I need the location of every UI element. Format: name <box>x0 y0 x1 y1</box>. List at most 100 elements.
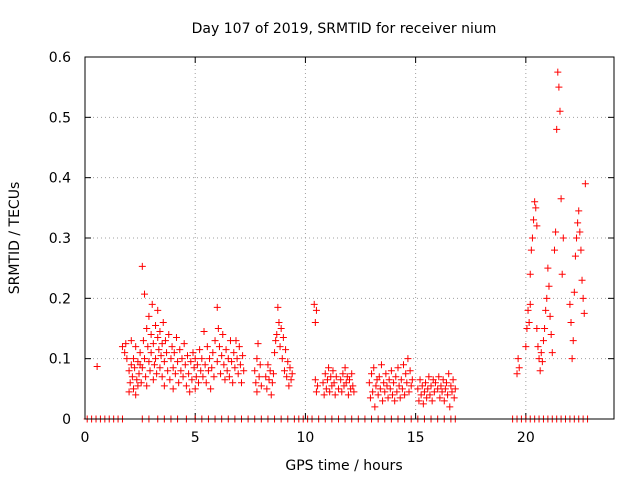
data-point <box>348 370 356 378</box>
data-point <box>170 349 178 357</box>
data-point <box>154 334 162 342</box>
data-point <box>546 312 554 320</box>
data-point <box>144 343 152 351</box>
data-point <box>374 391 382 399</box>
data-point <box>128 373 136 381</box>
data-point <box>213 358 221 366</box>
data-point <box>314 382 322 390</box>
data-point <box>168 343 176 351</box>
data-point <box>177 367 185 375</box>
data-point <box>154 306 162 314</box>
data-point <box>579 294 587 302</box>
data-point <box>337 376 345 384</box>
data-point <box>417 391 425 399</box>
data-point <box>407 382 415 390</box>
data-point <box>147 349 155 357</box>
data-point <box>167 355 175 363</box>
y-tick-label: 0.1 <box>49 352 71 368</box>
grid-lines <box>85 57 614 419</box>
data-point <box>277 325 285 332</box>
data-point <box>541 325 549 332</box>
data-point <box>132 391 140 399</box>
data-point <box>201 361 209 369</box>
data-point <box>568 355 576 363</box>
data-point <box>122 340 130 348</box>
data-point <box>385 376 393 384</box>
data-point <box>234 370 242 378</box>
data-point <box>190 364 198 372</box>
data-point <box>448 388 456 396</box>
data-point <box>566 300 574 308</box>
data-point <box>370 364 378 372</box>
data-point <box>275 318 283 326</box>
data-point <box>559 234 567 242</box>
data-point <box>161 337 169 345</box>
x-tick-label: 20 <box>517 430 535 446</box>
data-point <box>550 246 558 254</box>
data-point <box>209 349 217 357</box>
data-point <box>175 379 183 387</box>
data-point <box>558 270 566 278</box>
data-point <box>538 358 546 366</box>
data-point <box>279 334 287 342</box>
data-point <box>131 364 139 372</box>
data-point <box>134 382 142 390</box>
data-point <box>349 382 357 390</box>
data-point <box>200 328 208 336</box>
data-point <box>183 352 191 360</box>
data-point <box>199 373 207 381</box>
data-point <box>524 306 532 314</box>
data-point <box>179 373 187 381</box>
data-point <box>272 337 280 345</box>
data-point <box>287 376 295 384</box>
data-point <box>231 364 239 372</box>
data-point <box>152 355 160 363</box>
data-point <box>431 379 439 387</box>
data-point <box>273 331 281 339</box>
data-point <box>329 367 337 375</box>
data-point <box>427 382 435 390</box>
data-point <box>187 358 195 366</box>
data-point <box>368 370 376 378</box>
data-point <box>342 379 350 387</box>
data-point <box>394 364 402 372</box>
data-point <box>523 325 531 332</box>
data-point <box>424 385 432 393</box>
x-tick-label: 10 <box>297 430 315 446</box>
data-point <box>334 385 342 393</box>
data-point <box>141 290 149 298</box>
data-point <box>321 370 329 378</box>
data-point <box>180 340 188 348</box>
data-point <box>381 388 389 396</box>
data-point <box>539 337 547 345</box>
x-axis-label: GPS time / hours <box>285 458 402 474</box>
data-point <box>553 125 561 133</box>
data-point <box>285 382 293 390</box>
data-point <box>402 370 410 378</box>
y-tick-label: 0.5 <box>49 110 71 126</box>
data-point <box>450 394 458 402</box>
data-point <box>311 376 319 384</box>
data-point <box>176 346 184 354</box>
data-point <box>548 349 556 357</box>
data-point <box>146 367 154 375</box>
data-point <box>182 382 190 390</box>
data-point <box>534 343 542 351</box>
x-tick-label: 0 <box>81 430 90 446</box>
data-point <box>158 340 166 348</box>
data-point <box>195 379 203 387</box>
data-point <box>420 388 428 396</box>
data-point <box>136 349 144 357</box>
data-point <box>536 367 544 375</box>
data-point <box>312 306 320 314</box>
data-point <box>232 337 240 345</box>
data-point <box>414 385 422 393</box>
data-point <box>217 370 225 378</box>
data-point <box>530 216 538 224</box>
data-point <box>404 355 412 363</box>
data-point <box>428 397 436 405</box>
data-point <box>198 355 206 363</box>
data-point <box>555 83 563 91</box>
data-point <box>434 385 442 393</box>
data-point <box>203 343 211 351</box>
